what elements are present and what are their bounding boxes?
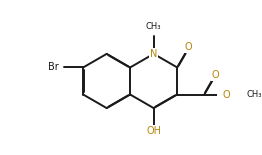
Text: Br: Br	[48, 62, 59, 72]
Text: O: O	[185, 42, 193, 52]
Text: CH₃: CH₃	[146, 22, 161, 31]
Text: OH: OH	[146, 126, 161, 136]
Text: CH₃: CH₃	[246, 90, 261, 99]
Text: N: N	[150, 49, 157, 59]
Text: O: O	[223, 90, 230, 100]
Text: O: O	[212, 70, 219, 80]
